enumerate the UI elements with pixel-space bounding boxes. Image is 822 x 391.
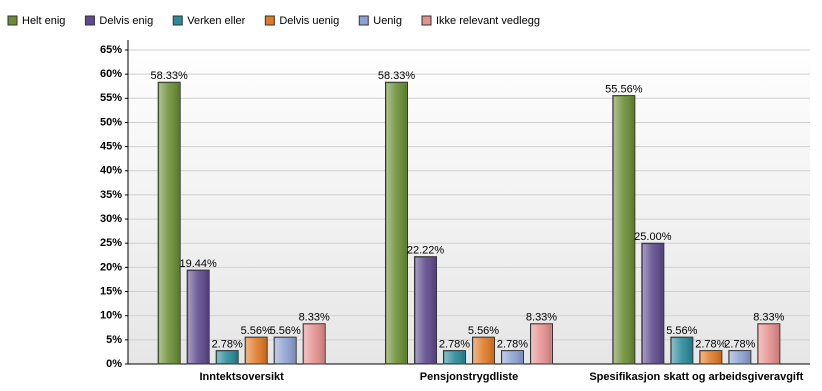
y-tick-label: 60%	[100, 68, 122, 80]
legend-swatch	[264, 15, 275, 26]
y-tick-label: 0%	[106, 358, 122, 370]
legend-label: Uenig	[373, 15, 402, 27]
value-label: 8.33%	[526, 312, 557, 324]
y-tick-label: 30%	[100, 213, 122, 225]
y-tick-label: 10%	[100, 310, 122, 322]
value-label: 2.78%	[439, 338, 470, 350]
value-label: 2.78%	[212, 338, 243, 350]
y-tick-label: 15%	[100, 285, 122, 297]
bar-shine	[729, 351, 750, 363]
value-label: 19.44%	[180, 258, 218, 270]
value-label: 8.33%	[299, 312, 330, 324]
bar-shine	[502, 351, 523, 363]
y-tick-label: 40%	[100, 165, 122, 177]
legend-swatch	[7, 15, 18, 26]
value-label: 58.33%	[151, 70, 189, 82]
legend-label: Ikke relevant vedlegg	[436, 15, 540, 27]
value-label: 25.00%	[634, 231, 672, 243]
bar-shine	[188, 271, 209, 363]
bar-shine	[531, 324, 552, 363]
value-label: 8.33%	[753, 312, 784, 324]
value-label: 58.33%	[378, 70, 416, 82]
x-tick-label: Spesifikasjon skatt og arbeidsgiveravgif…	[589, 371, 803, 383]
plot-area	[128, 40, 810, 364]
legend-label: Delvis uenig	[279, 15, 339, 27]
legend-swatch	[421, 15, 432, 26]
value-label: 5.56%	[468, 325, 499, 337]
bar-shine	[304, 324, 325, 363]
y-tick-label: 55%	[100, 92, 122, 104]
bar-shine	[386, 83, 407, 364]
bar-shine	[217, 351, 238, 363]
legend-swatch	[172, 15, 183, 26]
legend-label: Verken eller	[187, 15, 245, 27]
value-label: 5.56%	[270, 325, 301, 337]
bar-shine	[700, 351, 721, 363]
value-label: 2.78%	[695, 338, 726, 350]
value-label: 5.56%	[666, 325, 697, 337]
x-tick-label: Pensjonstrygdliste	[420, 371, 518, 383]
legend-label: Delvis enig	[99, 15, 153, 27]
x-tick-label: Inntektsoversikt	[199, 371, 284, 383]
y-tick-label: 20%	[100, 261, 122, 273]
value-label: 22.22%	[407, 245, 445, 257]
legend-swatch	[358, 15, 369, 26]
y-tick-label: 25%	[100, 237, 122, 249]
bar-shine	[246, 338, 267, 363]
y-tick-label: 5%	[106, 334, 122, 346]
bar-shine	[415, 257, 436, 363]
bar-shine	[444, 351, 465, 363]
legend-swatch	[84, 15, 95, 26]
bar-shine	[613, 96, 634, 363]
bar-shine	[275, 338, 296, 363]
bar-shine	[473, 338, 494, 363]
bar-shine	[671, 338, 692, 363]
bar-shine	[159, 83, 180, 364]
value-label: 2.78%	[724, 338, 755, 350]
y-tick-label: 65%	[100, 44, 122, 56]
y-tick-label: 35%	[100, 189, 122, 201]
value-label: 2.78%	[497, 338, 528, 350]
value-label: 55.56%	[605, 84, 643, 96]
bar-shine	[758, 324, 779, 363]
bar-shine	[642, 244, 663, 363]
y-tick-label: 45%	[100, 141, 122, 153]
legend-label: Helt enig	[22, 15, 65, 27]
y-tick-label: 50%	[100, 116, 122, 128]
value-label: 5.56%	[241, 325, 272, 337]
